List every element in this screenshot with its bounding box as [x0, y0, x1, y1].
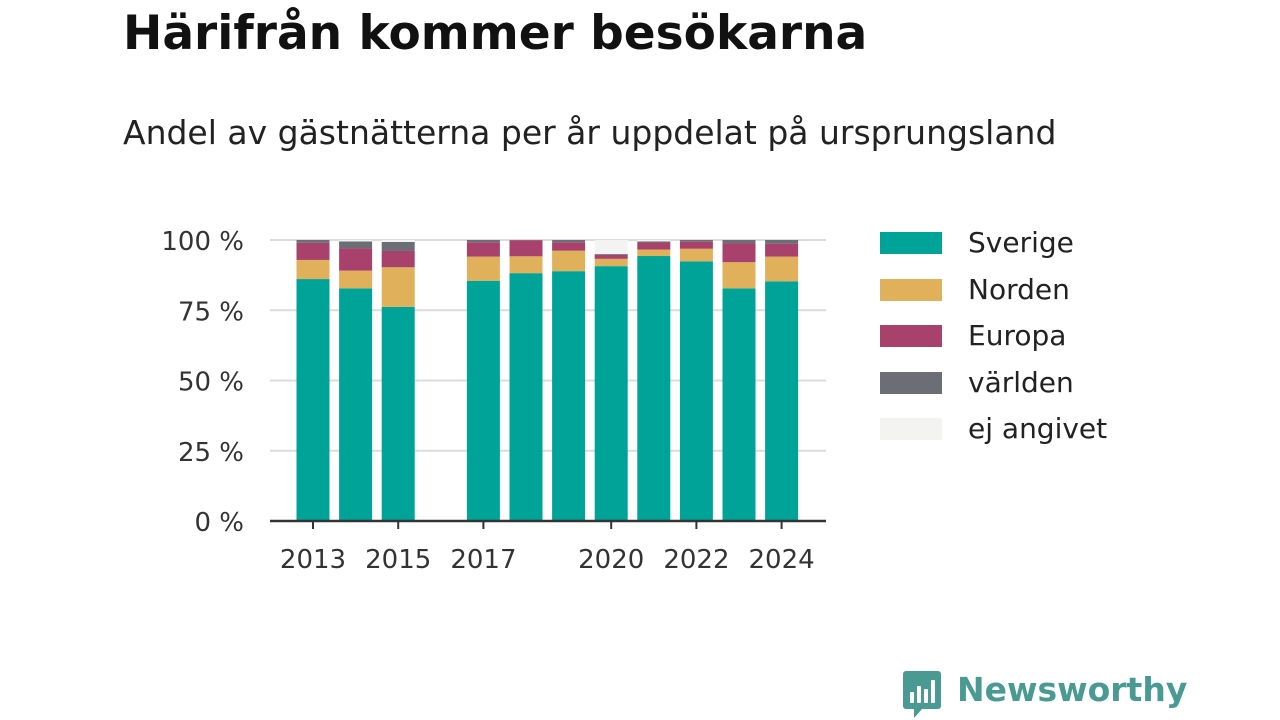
x-tick-label: 2020 [578, 545, 644, 575]
legend-swatch-sverige [880, 232, 942, 254]
y-tick-label: 50 % [178, 368, 244, 398]
bar-segment [509, 273, 543, 521]
bar-segment [637, 256, 671, 521]
bar-segment [509, 240, 543, 257]
bar-segment [722, 288, 756, 521]
bar-segment [339, 288, 373, 521]
bar-segment [765, 243, 799, 257]
legend-label-ej-angivet: ej angivet [968, 412, 1108, 445]
bar-segment [339, 270, 373, 289]
bar-segment [765, 240, 799, 244]
y-tick-label: 100 % [161, 227, 244, 257]
bar-segment [594, 240, 628, 255]
legend-label-varlden: världen [968, 365, 1074, 399]
x-tick-label: 2017 [450, 545, 516, 575]
legend-item-ej-angivet: ej angivet [880, 406, 1180, 453]
bar-segment [552, 240, 586, 243]
legend-label-sverige: Sverige [968, 226, 1074, 259]
bar-segment [296, 242, 330, 260]
bar-segment [339, 241, 373, 249]
bar-segment [722, 262, 756, 289]
legend-item-sverige: Sverige [880, 220, 1180, 267]
bar-segment [509, 256, 543, 274]
brand-name: Newsworthy [957, 670, 1188, 709]
legend-label-europa: Europa [968, 319, 1067, 352]
bar-segment [765, 256, 799, 282]
legend-item-norden: Norden [880, 267, 1180, 314]
legend-swatch-ej-angivet [880, 418, 942, 440]
legend-swatch-varlden [880, 371, 942, 394]
bar-segment [637, 240, 671, 242]
bar-segment [381, 306, 415, 521]
bar-segment [381, 240, 415, 242]
bar-segment [381, 241, 415, 251]
chart-subtitle: Andel av gästnätterna per år uppdelat på… [123, 113, 1057, 152]
y-tick-label: 75 % [178, 297, 244, 327]
bar-segment [466, 240, 500, 243]
x-tick-label: 2022 [663, 545, 729, 575]
legend-item-varlden: världen [880, 360, 1180, 407]
bar-segment [296, 279, 330, 521]
y-tick-label: 25 % [178, 438, 244, 468]
legend-label-norden: Norden [968, 272, 1070, 306]
bar-segment [637, 242, 671, 250]
bar-segment [466, 280, 500, 521]
chart-title: Härifrån kommer besökarna [123, 6, 868, 61]
x-tick-label: 2013 [280, 545, 346, 575]
bar-segment [466, 256, 500, 281]
chart-legend: Sverige Norden Europa världen ej angivet [880, 220, 1180, 453]
bar-segment [637, 241, 671, 243]
bar-segment [296, 240, 330, 243]
bar-segment [339, 240, 373, 242]
bar-segment [552, 250, 586, 272]
legend-swatch-norden [880, 278, 942, 301]
bar-segment [381, 250, 415, 268]
x-tick-label: 2015 [365, 545, 431, 575]
bar-segment [637, 249, 671, 257]
bar-segment [594, 258, 628, 267]
bar-segment [679, 240, 713, 242]
bar-segment [552, 271, 586, 521]
bar-segment [679, 241, 713, 249]
bar-segment [594, 254, 628, 259]
bar-segment [594, 266, 628, 521]
bar-segment [339, 248, 373, 271]
bar-segment [679, 248, 713, 262]
bar-segment [722, 240, 756, 244]
bar-segment [765, 281, 799, 521]
bar-segment [466, 242, 500, 257]
bar-segment [722, 243, 756, 263]
y-tick-label: 0 % [194, 508, 244, 538]
x-tick-label: 2024 [749, 545, 815, 575]
bar-segment [381, 267, 415, 307]
bar-segment [679, 261, 713, 521]
bar-segment [296, 259, 330, 280]
legend-item-europa: Europa [880, 313, 1180, 360]
legend-swatch-europa [880, 325, 942, 347]
bar-segment [594, 254, 628, 255]
bar-chart-icon [903, 671, 941, 718]
bar-segment [552, 242, 586, 251]
